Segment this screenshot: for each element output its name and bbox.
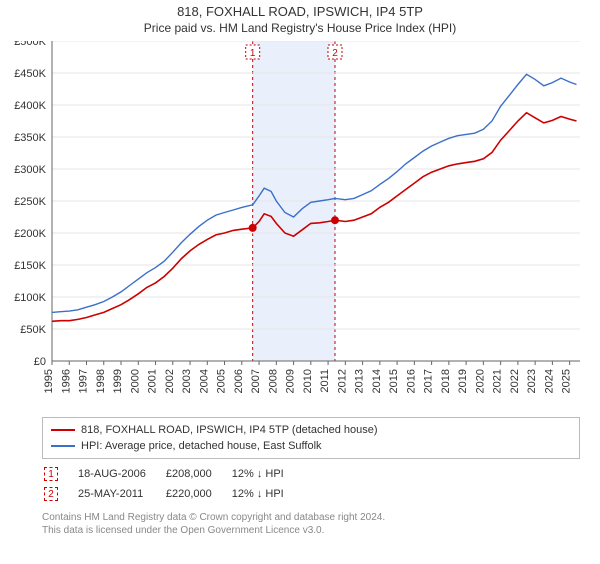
transaction-badge: 2 (44, 487, 58, 501)
svg-text:2: 2 (332, 48, 338, 59)
y-tick-label: £300K (14, 164, 46, 176)
legend-label: 818, FOXHALL ROAD, IPSWICH, IP4 5TP (det… (81, 424, 378, 436)
x-tick-label: 2024 (543, 369, 555, 393)
legend-row: HPI: Average price, detached house, East… (51, 438, 571, 454)
y-tick-label: £450K (14, 68, 46, 80)
x-tick-label: 2018 (440, 369, 452, 393)
x-tick-label: 2013 (354, 369, 366, 393)
x-tick-label: 2017 (423, 369, 435, 393)
x-tick-label: 1996 (60, 369, 72, 393)
x-tick-label: 1999 (112, 369, 124, 393)
page-title: 818, FOXHALL ROAD, IPSWICH, IP4 5TP (0, 4, 600, 19)
x-tick-label: 2014 (371, 369, 383, 393)
x-tick-label: 2007 (250, 369, 262, 393)
x-tick-label: 2002 (164, 369, 176, 393)
x-tick-label: 2000 (129, 369, 141, 393)
legend-swatch (51, 445, 75, 447)
transaction-delta: 12% ↓ HPI (232, 485, 302, 503)
sale-marker-dot (249, 224, 257, 232)
x-tick-label: 2011 (319, 369, 331, 393)
x-tick-label: 2001 (147, 369, 159, 393)
y-tick-label: £500K (14, 41, 46, 48)
y-tick-label: £200K (14, 228, 46, 240)
y-tick-label: £100K (14, 292, 46, 304)
transaction-price: £208,000 (166, 465, 230, 483)
x-tick-label: 1995 (43, 369, 55, 393)
x-tick-label: 2025 (561, 369, 573, 393)
footnote-line: This data is licensed under the Open Gov… (42, 525, 324, 536)
x-tick-label: 2020 (474, 369, 486, 393)
x-tick-label: 2015 (388, 369, 400, 393)
x-tick-label: 1997 (78, 369, 90, 393)
transaction-row: 2 25-MAY-2011£220,00012% ↓ HPI (44, 485, 302, 503)
chart-container: £0 £50K £100K £150K £200K £250K £300K £350K £400… (0, 41, 600, 411)
footnote: Contains HM Land Registry data © Crown c… (42, 511, 580, 537)
sale-marker-dot (331, 216, 339, 224)
page-subtitle: Price paid vs. HM Land Registry's House … (0, 21, 600, 35)
x-tick-label: 2019 (457, 369, 469, 393)
x-tick-label: 2008 (267, 369, 279, 393)
y-tick-label: £400K (14, 100, 46, 112)
transaction-badge: 1 (44, 467, 58, 481)
price-chart: £0 £50K £100K £150K £200K £250K £300K £350K £400… (0, 41, 600, 411)
transaction-date: 18-AUG-2006 (78, 465, 164, 483)
x-tick-label: 2022 (509, 369, 521, 393)
y-tick-label: £350K (14, 132, 46, 144)
transactions-table: 1 18-AUG-2006£208,00012% ↓ HPI 2 25-MAY-201… (42, 463, 580, 505)
svg-text:1: 1 (250, 48, 256, 59)
y-tick-label: £250K (14, 196, 46, 208)
x-tick-label: 2006 (233, 369, 245, 393)
transaction-price: £220,000 (166, 485, 230, 503)
y-tick-label: £0 (34, 356, 46, 368)
y-tick-label: £50K (20, 324, 46, 336)
x-tick-label: 2005 (216, 369, 228, 393)
x-tick-label: 2009 (285, 369, 297, 393)
x-tick-label: 2004 (198, 369, 210, 393)
chart-marker-badge: 1 (246, 45, 260, 59)
x-tick-label: 1998 (95, 369, 107, 393)
x-tick-label: 2016 (405, 369, 417, 393)
x-tick-label: 2021 (492, 369, 504, 393)
legend-row: 818, FOXHALL ROAD, IPSWICH, IP4 5TP (det… (51, 422, 571, 438)
x-tick-label: 2003 (181, 369, 193, 393)
x-tick-label: 2012 (336, 369, 348, 393)
legend: 818, FOXHALL ROAD, IPSWICH, IP4 5TP (det… (42, 417, 580, 459)
x-tick-label: 2010 (302, 369, 314, 393)
footnote-line: Contains HM Land Registry data © Crown c… (42, 512, 385, 523)
legend-label: HPI: Average price, detached house, East… (81, 440, 322, 452)
transaction-date: 25-MAY-2011 (78, 485, 164, 503)
x-tick-label: 2023 (526, 369, 538, 393)
transaction-delta: 12% ↓ HPI (232, 465, 302, 483)
transaction-row: 1 18-AUG-2006£208,00012% ↓ HPI (44, 465, 302, 483)
y-tick-label: £150K (14, 260, 46, 272)
legend-swatch (51, 429, 75, 431)
chart-marker-badge: 2 (328, 45, 342, 59)
